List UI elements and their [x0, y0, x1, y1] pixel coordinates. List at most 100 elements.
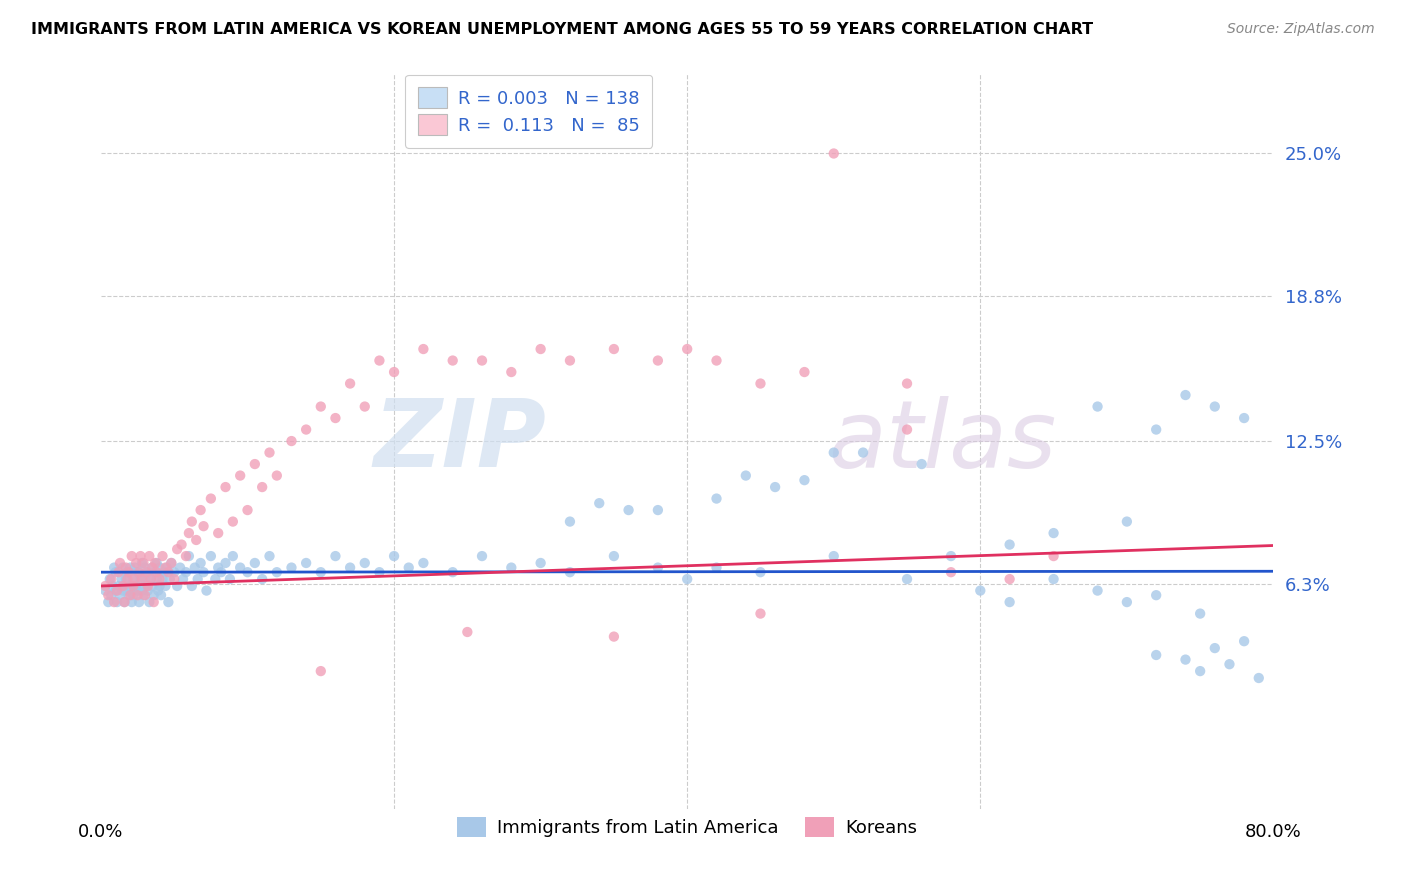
Point: [823, 549, 845, 563]
Point: [1233, 634, 1256, 648]
Point: [97, 588, 120, 602]
Point: [100, 572, 122, 586]
Point: [145, 572, 167, 586]
Point: [128, 595, 150, 609]
Text: ZIP: ZIP: [374, 395, 547, 487]
Point: [647, 503, 669, 517]
Point: [121, 595, 143, 609]
Point: [998, 595, 1021, 609]
Point: [280, 560, 302, 574]
Point: [939, 565, 962, 579]
Point: [141, 560, 163, 574]
Point: [1144, 648, 1167, 662]
Point: [149, 560, 172, 574]
Point: [108, 588, 131, 602]
Point: [647, 560, 669, 574]
Point: [676, 572, 699, 586]
Point: [969, 583, 991, 598]
Point: [325, 549, 347, 563]
Point: [295, 423, 318, 437]
Point: [117, 583, 139, 598]
Point: [153, 565, 176, 579]
Point: [174, 565, 197, 579]
Point: [706, 560, 728, 574]
Point: [143, 565, 166, 579]
Point: [734, 468, 756, 483]
Point: [998, 572, 1021, 586]
Point: [222, 515, 245, 529]
Point: [141, 579, 163, 593]
Point: [101, 579, 124, 593]
Point: [193, 519, 215, 533]
Point: [309, 565, 332, 579]
Point: [200, 491, 222, 506]
Point: [219, 572, 242, 586]
Point: [325, 411, 347, 425]
Point: [339, 376, 361, 391]
Point: [456, 625, 478, 640]
Point: [368, 565, 391, 579]
Point: [259, 549, 281, 563]
Point: [558, 353, 581, 368]
Point: [501, 560, 523, 574]
Point: [104, 565, 127, 579]
Point: [135, 579, 157, 593]
Point: [823, 146, 845, 161]
Point: [115, 560, 138, 574]
Point: [117, 565, 139, 579]
Point: [152, 572, 174, 586]
Point: [222, 549, 245, 563]
Point: [97, 595, 120, 609]
Point: [852, 445, 875, 459]
Point: [266, 468, 288, 483]
Point: [111, 560, 134, 574]
Point: [193, 565, 215, 579]
Point: [184, 560, 207, 574]
Point: [911, 457, 934, 471]
Point: [558, 515, 581, 529]
Point: [236, 503, 259, 517]
Point: [1144, 588, 1167, 602]
Point: [163, 565, 186, 579]
Point: [243, 556, 266, 570]
Point: [280, 434, 302, 448]
Point: [112, 595, 135, 609]
Point: [1144, 423, 1167, 437]
Point: [152, 549, 174, 563]
Point: [117, 572, 139, 586]
Point: [793, 365, 815, 379]
Point: [236, 565, 259, 579]
Point: [190, 556, 212, 570]
Point: [896, 376, 918, 391]
Point: [118, 565, 141, 579]
Point: [160, 556, 183, 570]
Point: [1174, 652, 1197, 666]
Point: [145, 556, 167, 570]
Point: [160, 556, 183, 570]
Point: [353, 556, 375, 570]
Point: [142, 595, 165, 609]
Point: [180, 515, 202, 529]
Point: [647, 353, 669, 368]
Point: [209, 565, 232, 579]
Point: [501, 365, 523, 379]
Point: [122, 572, 145, 586]
Point: [172, 572, 194, 586]
Point: [125, 556, 148, 570]
Point: [128, 565, 150, 579]
Point: [132, 588, 155, 602]
Point: [1189, 664, 1212, 678]
Point: [127, 583, 149, 598]
Point: [129, 572, 152, 586]
Point: [105, 583, 128, 598]
Point: [132, 556, 155, 570]
Point: [125, 579, 148, 593]
Point: [214, 556, 236, 570]
Point: [259, 445, 281, 459]
Point: [177, 549, 200, 563]
Point: [166, 579, 188, 593]
Point: [143, 556, 166, 570]
Point: [229, 468, 252, 483]
Point: [142, 588, 165, 602]
Point: [195, 583, 218, 598]
